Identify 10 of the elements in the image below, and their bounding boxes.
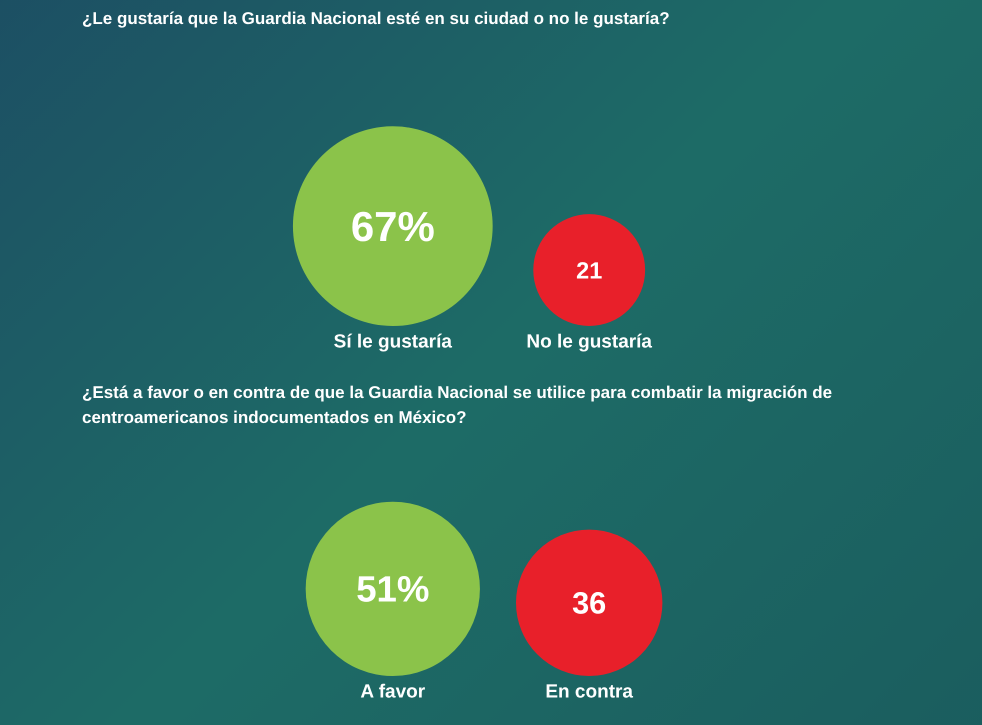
text: ¿Le gustaría que la Guardia Nacional esté en su ciudad o no le gustaría? (81, 8, 671, 30)
category-label: Sí le gustaría (334, 331, 452, 352)
data-label: 67% (350, 202, 435, 250)
data-label: 36 (572, 586, 606, 621)
data-label: 51% (356, 568, 430, 610)
category-label: No le gustaría (526, 331, 652, 352)
text: ¿Está a favor o en contra de que la Guardia Nacional se utilice para combatir la migración de centroamericanos indocumentados en México? (81, 382, 834, 429)
category-label: A favor (360, 681, 426, 702)
data-label: 21 (576, 257, 602, 284)
category-label: En contra (545, 681, 634, 702)
